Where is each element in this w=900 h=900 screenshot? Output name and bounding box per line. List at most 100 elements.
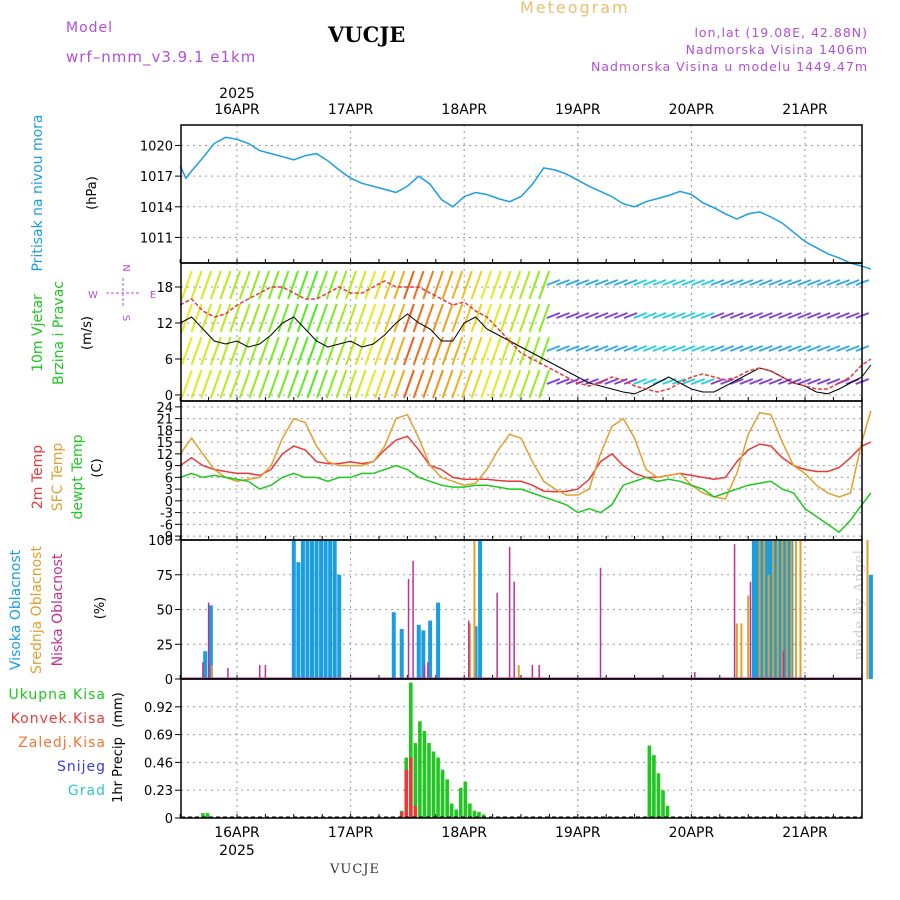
wind-barbs	[180, 270, 870, 399]
precip-bar	[472, 810, 477, 818]
wind-barb	[681, 378, 696, 385]
cloud-bar	[337, 574, 342, 679]
wind-barb	[364, 336, 377, 366]
wind-barb	[633, 345, 648, 352]
wind-barb	[180, 336, 193, 366]
precip-bar	[458, 787, 463, 818]
wind-barb	[575, 312, 590, 319]
precip-legend-item: Grad	[68, 783, 106, 799]
wind-barb	[826, 378, 841, 385]
wind-barb	[700, 279, 715, 286]
wind-barb	[710, 378, 725, 385]
wind-barb	[797, 312, 812, 319]
y-tick-label: 18	[156, 424, 173, 439]
wind-barb	[739, 312, 754, 319]
mid-cloud-axis-label: Srednja Oblacnost	[29, 546, 45, 674]
wind-barb	[671, 378, 686, 385]
wind-barb	[422, 336, 435, 366]
wind-barb	[383, 303, 396, 333]
wind-barb	[749, 279, 763, 286]
y-tick-label: 0	[165, 495, 173, 510]
wind-barb	[565, 279, 580, 286]
wind-barb	[460, 336, 473, 366]
lonlat-label: lon,lat (19.08E, 42.88N)	[694, 25, 868, 40]
wind-barb	[190, 369, 203, 399]
wind-barb	[807, 378, 821, 385]
compass-e: E	[150, 290, 156, 301]
bottom-day-label: 17APR	[328, 825, 374, 841]
cloud-bar	[751, 540, 756, 679]
wind-barb	[807, 312, 821, 319]
wind-unit-label: (m/s)	[80, 316, 95, 350]
wind-barb	[248, 303, 261, 333]
wind-barb	[528, 336, 541, 366]
precip-bar	[431, 751, 436, 818]
wind-barb	[643, 279, 657, 286]
wind-barb	[652, 312, 667, 319]
wind-barb	[499, 369, 512, 399]
cloud-bar	[517, 665, 520, 679]
wind-barb	[451, 336, 464, 366]
y-tick-label: 1014	[140, 201, 173, 216]
wind-barb	[671, 312, 686, 319]
precip-legend-item: Konvek.Kisa	[11, 711, 106, 727]
wind-barb	[364, 303, 377, 333]
cloud-bar	[785, 540, 790, 679]
precip-bar	[647, 745, 652, 818]
wind-barb	[431, 270, 444, 300]
wind-barb	[306, 303, 319, 333]
wind-barb	[180, 369, 193, 399]
precip-bar	[409, 757, 413, 818]
y-tick-label: 0.69	[144, 729, 173, 744]
wind-barb	[441, 303, 454, 333]
wind-barb	[431, 303, 444, 333]
wind-barb	[845, 345, 860, 352]
wind-barb	[807, 279, 821, 286]
bottom-day-label: 16APR	[214, 825, 260, 841]
y-tick-label: -6	[160, 518, 173, 533]
wind-barb	[489, 336, 502, 366]
wind-barb	[807, 345, 821, 352]
y-tick-label: 50	[156, 604, 173, 619]
y-tick-label: 21	[156, 413, 173, 428]
wind-barb	[354, 336, 367, 366]
wind-barb	[556, 312, 570, 319]
top-year-label: 2025	[219, 86, 255, 102]
wind-barb	[238, 270, 251, 300]
wind-barb	[787, 378, 802, 385]
wind-barb	[816, 345, 831, 352]
wind-barb	[565, 345, 580, 352]
wind-barb	[393, 336, 406, 366]
wind-barb	[643, 378, 657, 385]
cloud-bar	[264, 665, 267, 679]
cloud-bar	[423, 665, 426, 679]
wind-barb	[604, 345, 619, 352]
wind-barb	[518, 270, 531, 300]
y-tick-label: 1020	[140, 139, 173, 154]
y-tick-label: 1011	[140, 231, 173, 246]
wind-barb	[681, 312, 696, 319]
wind-barb	[499, 336, 512, 366]
station-name: VUCJE	[328, 22, 406, 47]
cloud-bar	[740, 623, 743, 679]
wind-barb	[219, 303, 232, 333]
wind-barb	[412, 303, 425, 333]
precip-bar	[454, 809, 459, 818]
wind-barb	[412, 336, 425, 366]
wind-barb	[258, 270, 271, 300]
pressure-series-line	[179, 136, 872, 270]
wind-barb	[267, 369, 280, 399]
cloud-bar	[478, 540, 483, 679]
model-elevation-label: Nadmorska Visina u modelu 1449.47m	[591, 59, 868, 74]
cloud-unit-label: (%)	[93, 597, 108, 620]
wind-barb	[470, 270, 483, 300]
wind-barb	[403, 303, 415, 333]
wind-barb	[720, 279, 734, 286]
wind-barb	[422, 303, 435, 333]
wind-barb	[556, 345, 570, 352]
precip-legend-item: Zaledj.Kisa	[18, 735, 106, 751]
wind-barb	[720, 378, 734, 385]
wind-barb	[778, 378, 792, 385]
